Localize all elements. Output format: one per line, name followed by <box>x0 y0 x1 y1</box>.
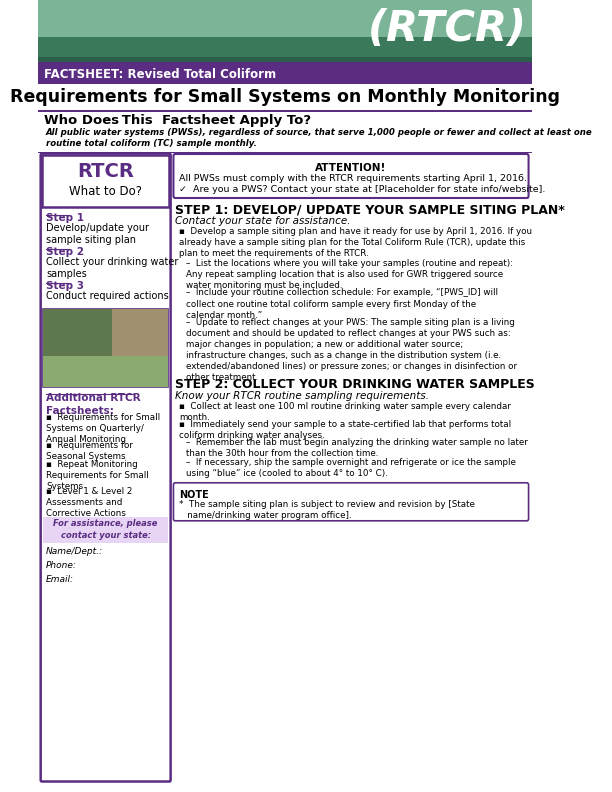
Text: *  The sample siting plan is subject to review and revision by [State
   name/dr: * The sample siting plan is subject to r… <box>179 500 475 520</box>
Text: Develop/update your
sample siting plan: Develop/update your sample siting plan <box>46 223 149 246</box>
Text: Phone:: Phone: <box>46 561 76 569</box>
Text: Email:: Email: <box>46 574 74 584</box>
Bar <box>38 109 532 112</box>
Bar <box>38 0 532 82</box>
FancyBboxPatch shape <box>173 483 529 521</box>
Bar <box>43 348 168 387</box>
Text: ATTENTION!: ATTENTION! <box>315 163 387 173</box>
Text: Collect your drinking water
samples: Collect your drinking water samples <box>46 257 178 280</box>
Bar <box>42 155 170 207</box>
Text: ▪  Collect at least one 100 ml routine drinking water sample every calendar
mont: ▪ Collect at least one 100 ml routine dr… <box>179 402 511 421</box>
Text: What to Do?: What to Do? <box>69 185 142 197</box>
Text: Requirements for Small Systems on Monthly Monitoring: Requirements for Small Systems on Monthl… <box>10 88 560 106</box>
Text: –  If necessary, ship the sample overnight and refrigerate or ice the sample
usi: – If necessary, ship the sample overnigh… <box>187 459 517 478</box>
Text: Step 2: Step 2 <box>46 247 84 257</box>
Text: All public water systems (PWSs), regardless of source, that serve 1,000 people o: All public water systems (PWSs), regardl… <box>46 128 592 148</box>
Text: FACTSHEET: Revised Total Coliform
Rule: FACTSHEET: Revised Total Coliform Rule <box>44 68 277 97</box>
FancyBboxPatch shape <box>173 154 529 198</box>
Text: Step 3: Step 3 <box>46 281 84 291</box>
Text: Step 1: Step 1 <box>46 213 84 223</box>
Text: STEP 1: DEVELOP/ UPDATE YOUR SAMPLE SITING PLAN*: STEP 1: DEVELOP/ UPDATE YOUR SAMPLE SITI… <box>175 203 565 216</box>
Bar <box>112 309 168 356</box>
Bar <box>38 151 532 153</box>
Bar <box>43 309 112 356</box>
Bar <box>43 516 168 543</box>
Text: ▪  Requirements for Small
Systems on Quarterly/
Annual Monitoring: ▪ Requirements for Small Systems on Quar… <box>46 413 160 444</box>
Text: Name/Dept.:: Name/Dept.: <box>46 546 103 555</box>
Bar <box>38 0 532 37</box>
Bar <box>38 62 532 84</box>
Text: NOTE: NOTE <box>179 489 209 500</box>
Text: –  List the locations where you will take your samples (routine and repeat):
Any: – List the locations where you will take… <box>187 259 513 290</box>
Text: ▪  Develop a sample siting plan and have it ready for use by April 1, 2016. If y: ▪ Develop a sample siting plan and have … <box>179 227 532 258</box>
Text: –  Update to reflect changes at your PWS: The sample siting plan is a living
doc: – Update to reflect changes at your PWS:… <box>187 318 518 383</box>
Text: ▪  Requirements for
Seasonal Systems: ▪ Requirements for Seasonal Systems <box>46 440 133 461</box>
Text: –  Remember the lab must begin analyzing the drinking water sample no later
than: – Remember the lab must begin analyzing … <box>187 438 528 458</box>
Text: RTCR: RTCR <box>77 162 134 181</box>
Text: Conduct required actions: Conduct required actions <box>46 291 169 301</box>
FancyBboxPatch shape <box>40 154 171 782</box>
Text: Know your RTCR routine sampling requirements.: Know your RTCR routine sampling requirem… <box>175 390 429 401</box>
Text: Who Does This  Factsheet Apply To?: Who Does This Factsheet Apply To? <box>44 114 312 127</box>
Text: ✓  Are you a PWS? Contact your state at [Placeholder for state info/website].: ✓ Are you a PWS? Contact your state at [… <box>179 185 545 194</box>
Text: ▪  Immediately send your sample to a state-certified lab that performs total
col: ▪ Immediately send your sample to a stat… <box>179 420 511 440</box>
Text: Contact your state for assistance.: Contact your state for assistance. <box>175 216 351 226</box>
Text: For assistance, please
contact your state:: For assistance, please contact your stat… <box>53 520 158 539</box>
Text: STEP 2: COLLECT YOUR DRINKING WATER SAMPLES: STEP 2: COLLECT YOUR DRINKING WATER SAMP… <box>175 378 535 390</box>
Text: ▪  Level 1 & Level 2
Assessments and
Corrective Actions: ▪ Level 1 & Level 2 Assessments and Corr… <box>46 487 132 518</box>
Text: All PWSs must comply with the RTCR requirements starting April 1, 2016.: All PWSs must comply with the RTCR requi… <box>179 174 527 183</box>
Bar <box>38 37 532 82</box>
Text: –  Include your routine collection schedule: For example, “[PWS_ID] will
collect: – Include your routine collection schedu… <box>187 288 498 320</box>
Bar <box>38 57 532 82</box>
Bar <box>38 84 532 110</box>
Text: Additional RTCR
Factsheets:: Additional RTCR Factsheets: <box>46 393 141 416</box>
Text: ▪  Repeat Monitoring
Requirements for Small
Systems: ▪ Repeat Monitoring Requirements for Sma… <box>46 459 149 491</box>
Bar <box>43 309 168 387</box>
Text: (RTCR): (RTCR) <box>368 8 527 50</box>
